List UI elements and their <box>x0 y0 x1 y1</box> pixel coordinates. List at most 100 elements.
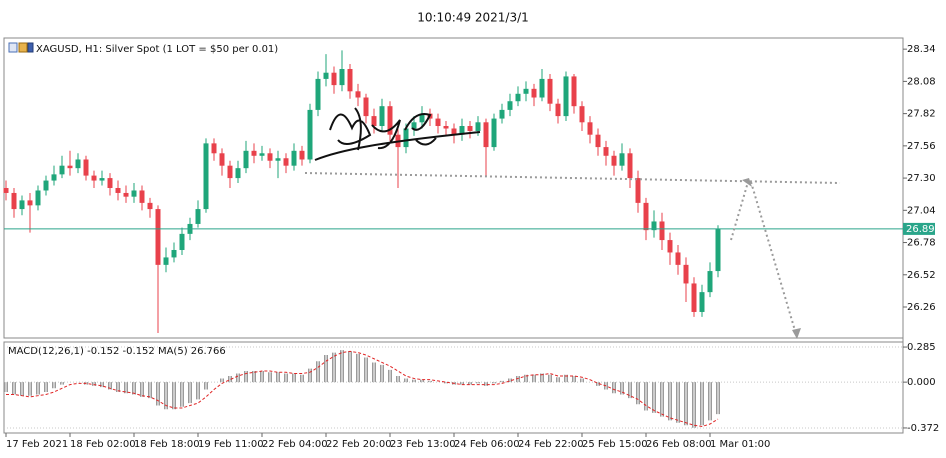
candle-body <box>627 153 633 179</box>
candle-body <box>323 72 329 79</box>
candle-body <box>547 78 553 104</box>
candle-body <box>651 221 657 231</box>
trend-line <box>304 172 841 184</box>
candle-body <box>355 91 361 98</box>
candle-body <box>3 188 9 193</box>
candle-body <box>507 101 513 110</box>
candle-body <box>59 165 65 175</box>
candle-body <box>131 190 137 197</box>
x-tick-label: 25 Feb 15:00 <box>582 439 648 450</box>
macd-title: MACD(12,26,1) -0.152 -0.152 MA(5) 26.766 <box>8 346 226 357</box>
candle-body <box>515 93 521 102</box>
x-tick-label: 24 Feb 06:00 <box>454 439 520 450</box>
candle-body <box>483 122 489 148</box>
candle-body <box>347 68 353 92</box>
y-tick-label: 27.04 <box>907 205 936 216</box>
candle-body <box>115 188 121 193</box>
drawings <box>304 172 841 335</box>
candle-body <box>51 174 57 181</box>
y-tick-label: 27.56 <box>907 141 936 152</box>
candle-body <box>251 150 257 156</box>
icon <box>18 42 28 53</box>
candle-body <box>155 209 161 265</box>
candle-body <box>491 118 497 148</box>
x-tick-label: 18 Feb 18:00 <box>134 439 200 450</box>
icon <box>8 42 18 53</box>
candle-body <box>35 190 41 206</box>
candle-body <box>579 106 585 123</box>
candle-body <box>707 271 713 293</box>
y-tick-label: 27.30 <box>907 173 936 184</box>
candle-body <box>139 190 145 203</box>
x-tick-label: 23 Feb 13:00 <box>390 439 456 450</box>
candle-body <box>523 88 529 94</box>
candle-body <box>379 106 385 127</box>
candle-body <box>419 113 425 123</box>
candle-body <box>675 252 681 265</box>
candle-body <box>555 103 561 117</box>
x-tick-label: 22 Feb 04:00 <box>262 439 328 450</box>
candle-body <box>643 202 649 231</box>
candle-body <box>403 128 409 148</box>
y-tick-label: 27.82 <box>907 109 936 120</box>
arrow-up <box>730 181 749 241</box>
y-tick-label: 0.000 <box>907 377 936 388</box>
y-tick-label: 26.78 <box>907 238 936 249</box>
arrow-head <box>792 328 801 339</box>
candle-body <box>475 122 481 131</box>
y-tick-label: -0.372 <box>907 423 939 434</box>
x-tick-label: 22 Feb 20:00 <box>326 439 392 450</box>
candle-body <box>691 283 697 312</box>
candle-body <box>611 155 617 166</box>
current-price-label: 26.89 <box>906 224 935 235</box>
candle-body <box>411 122 417 129</box>
candle-body <box>171 249 177 258</box>
candle-body <box>195 209 201 224</box>
candle-body <box>443 126 449 129</box>
x-tick-label: 17 Feb 2021 <box>6 439 68 450</box>
x-tick-label: 1 Mar 01:00 <box>710 439 770 450</box>
signal-line <box>6 350 719 427</box>
current-price-box <box>903 222 935 235</box>
candle-body <box>387 106 393 135</box>
candle-body <box>435 118 441 127</box>
candle-body <box>235 168 241 179</box>
candle-body <box>595 134 601 148</box>
candle-body <box>147 202 153 210</box>
arrow-head <box>742 178 752 187</box>
chart-title: XAGUSD, H1: Silver Spot (1 LOT = $50 per… <box>36 44 278 55</box>
icon <box>27 42 34 53</box>
x-tick-label: 24 Feb 22:00 <box>518 439 584 450</box>
candle-body <box>331 72 337 86</box>
candle-body <box>339 68 345 86</box>
candle-body <box>275 158 281 161</box>
candle-body <box>667 240 673 253</box>
candle-body <box>683 264 689 284</box>
candle-body <box>307 109 313 160</box>
candle-body <box>67 165 73 169</box>
candle-body <box>587 122 593 135</box>
candle-body <box>11 192 17 210</box>
x-tick-label: 19 Feb 11:00 <box>198 439 264 450</box>
candle-body <box>291 150 297 166</box>
y-tick-label: 28.08 <box>907 76 936 87</box>
candle-body <box>315 78 321 110</box>
arrow-down <box>750 181 797 335</box>
candle-body <box>91 175 97 181</box>
candle-body <box>123 192 129 197</box>
candle-body <box>363 97 369 117</box>
candle-body <box>83 159 89 176</box>
x-tick-label: 18 Feb 02:00 <box>70 439 136 450</box>
candle-body <box>467 126 473 131</box>
candle-body <box>531 88 537 98</box>
candle-body <box>635 178 641 203</box>
candle-body <box>283 158 289 166</box>
y-tick-label: 26.52 <box>907 270 936 281</box>
candle-body <box>259 153 265 156</box>
candle-body <box>563 76 569 117</box>
candle-body <box>107 178 113 188</box>
candle-body <box>299 150 305 160</box>
candle-body <box>499 109 505 119</box>
